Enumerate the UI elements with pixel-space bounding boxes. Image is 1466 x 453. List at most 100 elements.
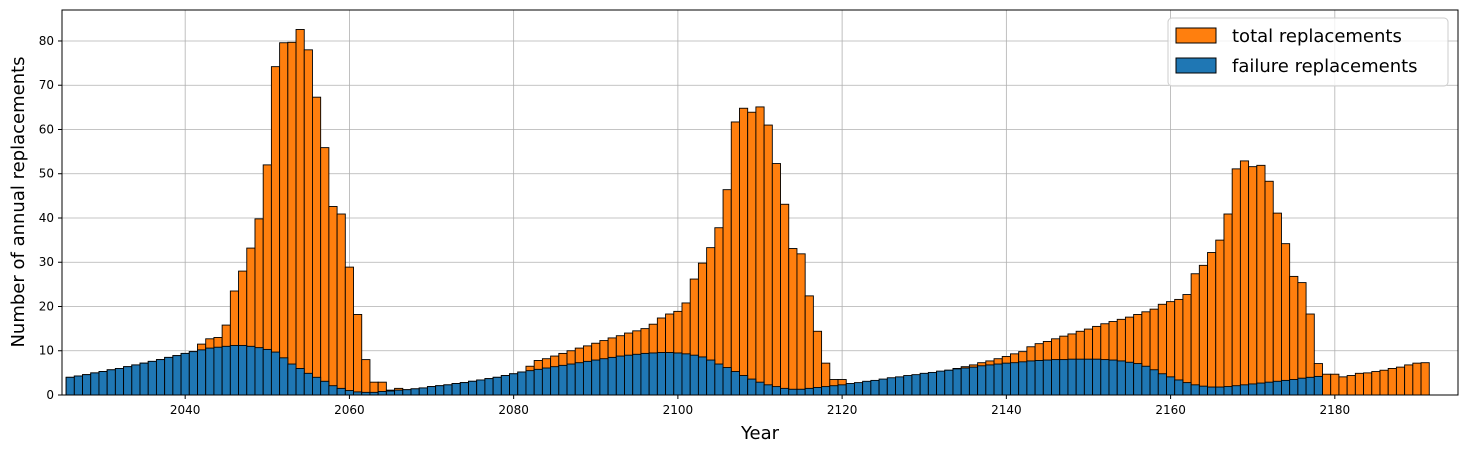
failure-bar: [730, 371, 740, 396]
failure-bar: [254, 347, 264, 396]
failure-bar: [1010, 362, 1020, 396]
failure-bar: [377, 391, 387, 396]
total-bar: [1395, 366, 1406, 396]
total-bar: [1223, 213, 1233, 396]
total-bar: [1207, 252, 1217, 396]
failure-bar: [607, 356, 617, 396]
failure-bar: [131, 364, 141, 396]
failure-bar: [213, 346, 223, 396]
failure-bar: [936, 370, 946, 396]
failure-bar: [1190, 384, 1200, 396]
failure-bar: [1215, 386, 1225, 396]
total-bar: [344, 266, 354, 396]
failure-bar: [238, 344, 248, 396]
failure-bar: [640, 352, 650, 396]
failure-bar: [468, 380, 478, 396]
x-tick-label: 2100: [663, 403, 694, 417]
failure-bar: [977, 365, 987, 396]
failure-bar: [853, 382, 864, 396]
failure-bar: [673, 352, 683, 396]
failure-bar: [697, 356, 708, 396]
failure-bar: [394, 389, 404, 396]
total-bar: [1182, 294, 1192, 396]
total-bar: [1256, 164, 1266, 396]
failure-bar: [1100, 359, 1110, 396]
failure-bar: [829, 385, 839, 396]
failure-bar: [197, 349, 207, 396]
legend-label-failure: failure replacements: [1232, 56, 1418, 77]
failure-bar: [246, 345, 256, 396]
failure-bar: [1018, 361, 1028, 396]
y-tick-label: 80: [39, 34, 54, 48]
total-bar: [361, 359, 371, 396]
failure-bar: [550, 366, 560, 396]
failure-bar: [1305, 376, 1315, 396]
failure-bar: [886, 377, 896, 396]
failure-bar: [952, 368, 962, 396]
y-tick-label: 60: [39, 122, 54, 136]
failure-bar: [123, 366, 133, 396]
failure-bar: [624, 354, 634, 396]
failure-bar: [599, 358, 609, 396]
failure-bar: [172, 355, 182, 396]
total-bar: [312, 96, 322, 396]
failure-bar: [1239, 384, 1250, 396]
x-tick-label: 2180: [1320, 403, 1351, 417]
total-bar: [1346, 375, 1356, 396]
failure-bar: [804, 387, 814, 396]
failure-bar: [279, 357, 289, 396]
failure-bar: [1092, 358, 1102, 396]
failure-bar: [106, 369, 116, 396]
total-bar: [303, 49, 313, 396]
failure-bar: [1280, 379, 1291, 396]
failure-bar: [1042, 359, 1052, 396]
failure-bar: [771, 386, 781, 396]
failure-bar: [509, 373, 519, 396]
y-axis-label: Number of annual replacements: [8, 56, 29, 347]
legend-label-total: total replacements: [1232, 26, 1402, 47]
y-tick-label: 50: [39, 167, 54, 181]
total-bar: [1354, 372, 1365, 396]
failure-bar: [689, 354, 699, 396]
total-bar: [1404, 364, 1414, 396]
failure-bar: [418, 387, 428, 396]
failure-bar: [435, 385, 445, 396]
failure-bar: [344, 390, 354, 396]
failure-bar: [681, 353, 691, 396]
total-bar: [1322, 373, 1332, 396]
failure-bar: [1157, 373, 1167, 396]
x-tick-label: 2080: [498, 403, 529, 417]
failure-bar: [1124, 361, 1135, 396]
failure-bar: [1133, 363, 1143, 396]
total-bar: [1330, 373, 1340, 396]
failure-bar: [591, 359, 601, 396]
total-bar: [320, 147, 330, 396]
failure-bar: [1256, 382, 1266, 396]
failure-bar: [722, 367, 732, 396]
total-bar: [1338, 376, 1348, 396]
x-tick-label: 2040: [170, 403, 201, 417]
failure-bar: [780, 387, 790, 396]
failure-bar: [656, 352, 667, 396]
total-bar: [1248, 166, 1258, 396]
failure-bar: [385, 390, 396, 396]
total-bar: [1264, 180, 1274, 396]
failure-bar: [968, 366, 979, 396]
failure-bar: [533, 368, 543, 396]
x-tick-label: 2120: [827, 403, 858, 417]
x-tick-label: 2060: [334, 403, 365, 417]
total-bar: [1371, 371, 1381, 396]
total-bar: [1231, 168, 1241, 396]
failure-bar: [821, 386, 831, 396]
failure-bar: [1264, 381, 1274, 396]
legend-swatch-total: [1175, 27, 1217, 44]
y-tick-label: 40: [39, 211, 54, 225]
total-bar: [788, 248, 798, 396]
failure-bar: [1026, 360, 1036, 396]
total-bar: [270, 66, 281, 396]
failure-bar: [706, 359, 716, 396]
failure-bar: [484, 378, 494, 396]
failure-bar: [155, 359, 166, 396]
total-bar: [295, 29, 305, 396]
total-bar: [771, 163, 781, 396]
